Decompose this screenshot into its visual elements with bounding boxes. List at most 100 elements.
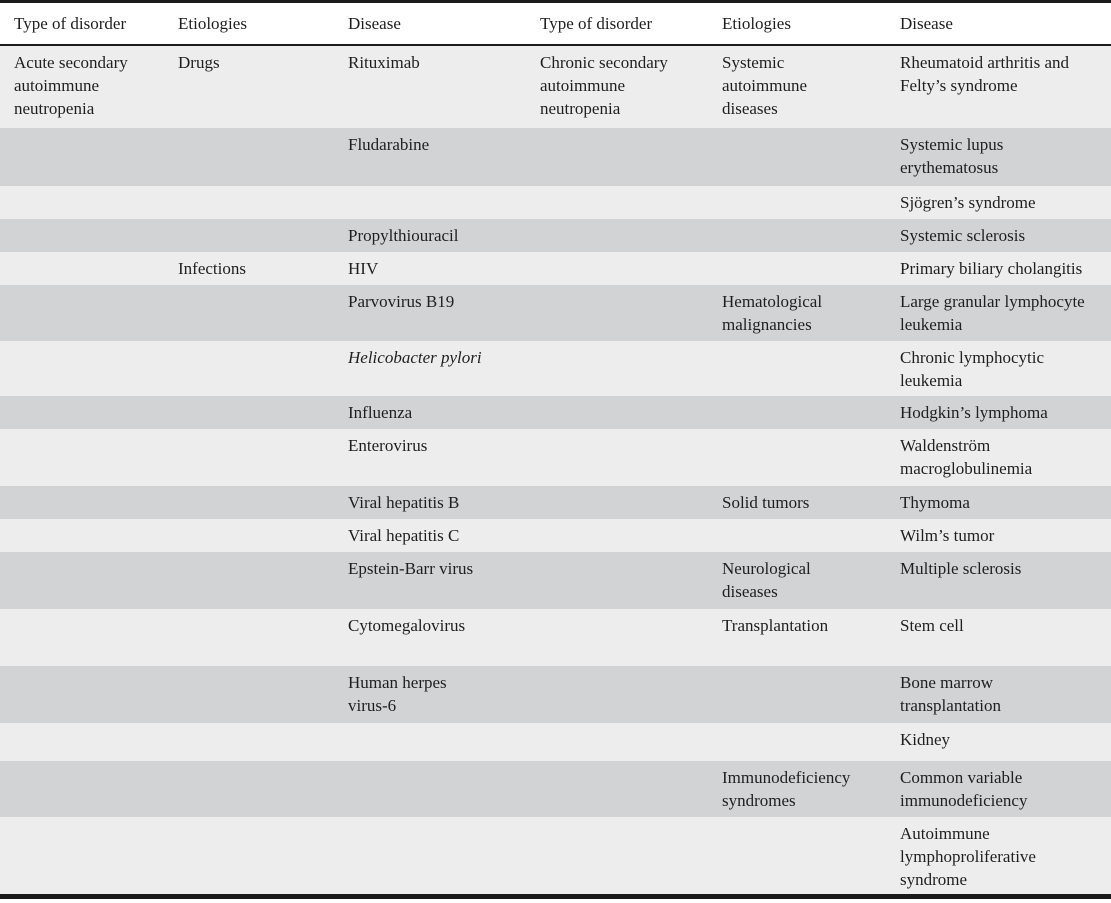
table-cell — [708, 186, 886, 219]
table-cell — [164, 219, 334, 252]
neutropenia-etiology-table: Type of disorder Etiologies Disease Type… — [0, 3, 1111, 894]
table-row: Influenza Hodgkin’s lymphoma — [0, 396, 1111, 429]
table-cell: Systemic lupus erythematosus — [900, 135, 1004, 177]
column-header-etiologies-right: Etiologies — [708, 3, 886, 46]
table-cell — [0, 285, 164, 341]
table-cell — [526, 486, 708, 519]
table-row: Fludarabine Systemic lupus erythematosus — [0, 128, 1111, 186]
table-cell — [164, 486, 334, 519]
table-cell — [708, 219, 886, 252]
table-row: Viral hepatitis B Solid tumors Thymoma — [0, 486, 1111, 519]
table-cell — [708, 666, 886, 723]
table-row: Parvovirus B19 Hematological malignancie… — [0, 285, 1111, 341]
table-cell: Rheumatoid arthritis and Felty’s syndrom… — [900, 53, 1070, 95]
table-cell: Propylthiouracil — [348, 226, 459, 245]
table-cell — [0, 219, 164, 252]
table-cell: Hematological malignancies — [722, 292, 823, 334]
header-row: Type of disorder Etiologies Disease Type… — [0, 3, 1111, 46]
table-cell: Chronic lymphocytic leukemia — [900, 348, 1045, 390]
table-cell — [164, 666, 334, 723]
table-cell — [708, 723, 886, 761]
table-cell — [526, 252, 708, 285]
table-cell — [164, 609, 334, 666]
table-cell — [526, 519, 708, 552]
table-cell — [164, 761, 334, 817]
table-cell: Parvovirus B19 — [348, 292, 455, 311]
table-row: Helicobacter pylori Chronic lymphocytic … — [0, 341, 1111, 396]
table-cell — [0, 252, 164, 285]
table-row: Kidney — [0, 723, 1111, 761]
table-cell: Solid tumors — [722, 493, 810, 512]
table-cell — [164, 552, 334, 609]
table-cell: Hodgkin’s lymphoma — [900, 403, 1048, 422]
table-cell — [0, 429, 164, 486]
table-row: Immunodeficiency syndromes Common variab… — [0, 761, 1111, 817]
table-cell: Viral hepatitis B — [348, 493, 460, 512]
table-cell — [0, 761, 164, 817]
table-cell — [526, 609, 708, 666]
table-cell — [164, 341, 334, 396]
table-cell — [164, 186, 334, 219]
table-row: Sjögren’s syndrome — [0, 186, 1111, 219]
table-cell — [0, 609, 164, 666]
table-cell — [0, 396, 164, 429]
table-cell: Large granular lymphocyte leukemia — [900, 292, 1085, 334]
table-cell — [708, 128, 886, 186]
table-cell — [526, 552, 708, 609]
table-cell: Enterovirus — [348, 436, 428, 455]
table-cell: Sjögren’s syndrome — [900, 193, 1036, 212]
table-cell: Influenza — [348, 403, 413, 422]
table-cell: Transplantation — [722, 616, 829, 635]
table-cell — [164, 723, 334, 761]
table-cell — [164, 817, 334, 894]
table-cell: HIV — [348, 259, 379, 278]
table-cell: Systemic sclerosis — [900, 226, 1026, 245]
table-row: Viral hepatitis C Wilm’s tumor — [0, 519, 1111, 552]
table-cell — [0, 519, 164, 552]
table-cell — [164, 128, 334, 186]
table-cell: Bone marrow transplantation — [900, 673, 1002, 715]
table-cell — [526, 429, 708, 486]
column-header-disease-right: Disease — [886, 3, 1111, 46]
table-cell — [526, 128, 708, 186]
table-row: Epstein-Barr virus Neurological diseases… — [0, 552, 1111, 609]
column-header-etiologies-left: Etiologies — [164, 3, 334, 46]
table-cell — [526, 761, 708, 817]
table-row: Acute secondary autoimmune neutropenia D… — [0, 45, 1111, 128]
table-cell — [708, 817, 886, 894]
table-cell — [0, 186, 164, 219]
table-row: Cytomegalovirus Transplantation Stem cel… — [0, 609, 1111, 666]
table-cell: Rituximab — [348, 53, 420, 72]
table-cell — [708, 341, 886, 396]
table-row: Infections HIV Primary biliary cholangit… — [0, 252, 1111, 285]
table-cell — [708, 252, 886, 285]
table-cell: Acute secondary autoimmune neutropenia — [14, 53, 128, 118]
table-cell — [0, 486, 164, 519]
table-cell: Human herpes virus-6 — [348, 673, 447, 715]
table-cell — [164, 519, 334, 552]
table-cell: Thymoma — [900, 493, 970, 512]
table-row: Autoimmune lymphoproliferative syndrome — [0, 817, 1111, 894]
table-cell — [334, 761, 526, 817]
table-cell: Viral hepatitis C — [348, 526, 460, 545]
table-cell — [526, 341, 708, 396]
table-cell — [0, 341, 164, 396]
table-cell: Helicobacter pylori — [348, 348, 482, 367]
table-cell — [0, 723, 164, 761]
table-cell: Infections — [178, 259, 246, 278]
table-cell — [526, 723, 708, 761]
table-cell — [0, 817, 164, 894]
table-cell — [334, 723, 526, 761]
table-cell: Drugs — [178, 53, 220, 72]
table-cell: Multiple sclerosis — [900, 559, 1022, 578]
table-cell — [526, 285, 708, 341]
table-cell: Stem cell — [900, 616, 964, 635]
table-cell: Neurological diseases — [722, 559, 811, 601]
table-cell: Systemic autoimmune diseases — [722, 53, 807, 118]
table-cell — [708, 396, 886, 429]
table-cell: Primary biliary cholangitis — [900, 259, 1083, 278]
table-cell — [0, 552, 164, 609]
column-header-disease-left: Disease — [334, 3, 526, 46]
column-header-type-of-disorder-right: Type of disorder — [526, 3, 708, 46]
